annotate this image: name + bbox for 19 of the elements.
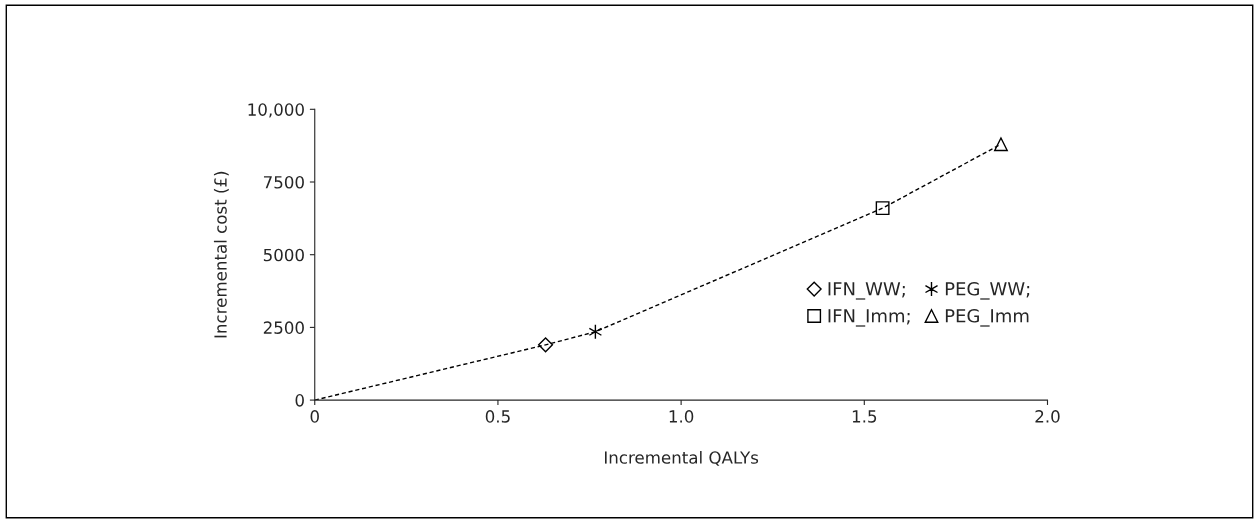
x-tick-label: 1.0 — [669, 410, 694, 423]
y-axis-title: Incremental cost (£) — [213, 171, 229, 338]
y-tick-label: 0 — [295, 394, 304, 407]
y-tick-label: 2500 — [263, 321, 304, 334]
y-tick-label: 10,000 — [248, 103, 304, 118]
x-axis-title: Incremental QALYs — [604, 450, 759, 466]
x-tick-label: 0 — [310, 410, 319, 423]
legend-label: PEG_Imm — [945, 308, 1029, 327]
point — [537, 337, 554, 353]
legend-label: IFN_Imm; — [828, 309, 910, 327]
x-tick-label: 0.5 — [485, 410, 510, 423]
x-tick-label: 1.5 — [852, 410, 877, 423]
legend-label: PEG_WW; — [945, 281, 1030, 300]
legend-label: IFN_WW; — [828, 282, 905, 300]
x-tick-label: 2.0 — [1035, 410, 1060, 423]
y-tick-label: 5000 — [263, 248, 304, 262]
point — [875, 201, 890, 216]
y-tick-label: 7500 — [263, 175, 304, 189]
point — [994, 137, 1008, 152]
